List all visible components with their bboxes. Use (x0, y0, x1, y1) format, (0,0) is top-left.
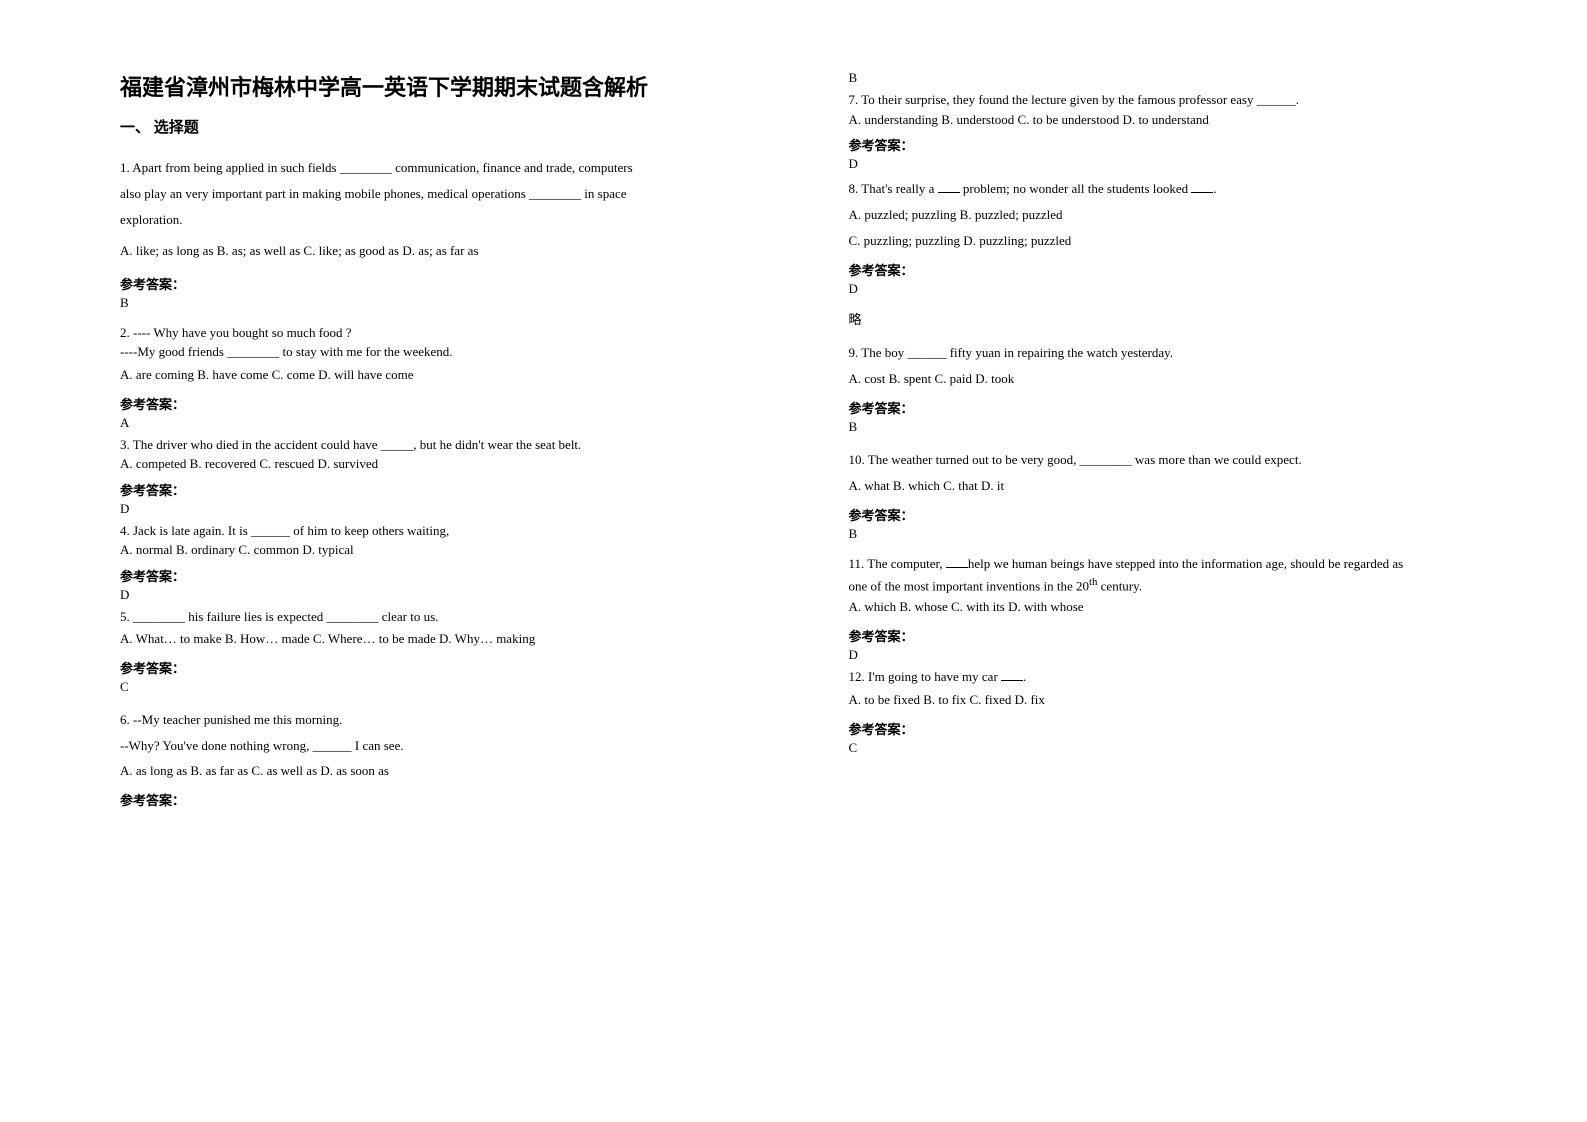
q8-text-c: . (1213, 181, 1216, 196)
q3-line1: 3. The driver who died in the accident c… (120, 435, 789, 455)
q5-answer: C (120, 679, 789, 695)
question-6: 6. --My teacher punished me this morning… (120, 707, 789, 784)
q10-line2: A. what B. which C. that D. it (849, 473, 1518, 499)
q11-text-a: 11. The computer, (849, 556, 946, 571)
q9-line1: 9. The boy ______ fifty yuan in repairin… (849, 340, 1518, 366)
q9-line2: A. cost B. spent C. paid D. took (849, 366, 1518, 392)
answer-label: 参考答案： (120, 480, 789, 499)
q6-answer: B (849, 70, 1518, 86)
answer-label: 参考答案： (849, 398, 1518, 417)
q2-line1: 2. ---- Why have you bought so much food… (120, 323, 789, 343)
q7-line2: A. understanding B. understood C. to be … (849, 110, 1518, 130)
q2-line3: A. are coming B. have come C. come D. wi… (120, 362, 789, 388)
q11-line1: 11. The computer, help we human beings h… (849, 554, 1518, 574)
question-10: 10. The weather turned out to be very go… (849, 447, 1518, 499)
q12-answer: C (849, 740, 1518, 756)
q12-line1: 12. I'm going to have my car . (849, 667, 1518, 687)
q12-text-a: 12. I'm going to have my car (849, 669, 1002, 684)
q12-text-b: . (1023, 669, 1026, 684)
q1-stem-line3: exploration. (120, 207, 789, 233)
q1-answer: B (120, 295, 789, 311)
answer-label: 参考答案： (849, 135, 1518, 154)
blank (1191, 192, 1213, 193)
question-7: 7. To their surprise, they found the lec… (849, 90, 1518, 129)
q8-line3: C. puzzling; puzzling D. puzzling; puzzl… (849, 228, 1518, 254)
q12-line2: A. to be fixed B. to fix C. fixed D. fix (849, 687, 1518, 713)
q5-line2: A. What… to make B. How… made C. Where… … (120, 626, 789, 652)
q8-line1: 8. That's really a problem; no wonder al… (849, 176, 1518, 202)
question-3: 3. The driver who died in the accident c… (120, 435, 789, 474)
left-column: 福建省漳州市梅林中学高一英语下学期期末试题含解析 一、 选择题 1. Apart… (100, 70, 829, 1082)
q6-options: A. as long as B. as far as C. as well as… (120, 759, 789, 784)
blank (938, 192, 960, 193)
q4-line2: A. normal B. ordinary C. common D. typic… (120, 540, 789, 560)
q8-text-b: problem; no wonder all the students look… (960, 181, 1192, 196)
right-column: B 7. To their surprise, they found the l… (829, 70, 1538, 1082)
blank (946, 567, 968, 568)
q11-answer: D (849, 647, 1518, 663)
q11-text-2a: one of the most important inventions in … (849, 578, 1089, 593)
q9-answer: B (849, 419, 1518, 435)
question-12: 12. I'm going to have my car . A. to be … (849, 667, 1518, 713)
q2-answer: A (120, 415, 789, 431)
q4-answer: D (120, 587, 789, 603)
question-9: 9. The boy ______ fifty yuan in repairin… (849, 340, 1518, 392)
blank (1001, 680, 1023, 681)
q8-answer: D (849, 281, 1518, 297)
question-5: 5. ________ his failure lies is expected… (120, 607, 789, 653)
q3-answer: D (120, 501, 789, 517)
answer-label: 参考答案： (120, 274, 789, 293)
note-short: 略 (849, 309, 1518, 328)
q6-line1: 6. --My teacher punished me this morning… (120, 707, 789, 733)
answer-label: 参考答案： (849, 719, 1518, 738)
q7-line1: 7. To their surprise, they found the lec… (849, 90, 1518, 110)
answer-label: 参考答案： (120, 790, 789, 809)
q11-line2: one of the most important inventions in … (849, 574, 1518, 596)
q1-options: A. like; as long as B. as; as well as C.… (120, 239, 789, 264)
q1-stem-line1: 1. Apart from being applied in such fiel… (120, 155, 789, 181)
answer-label: 参考答案： (849, 626, 1518, 645)
q8-text-a: 8. That's really a (849, 181, 938, 196)
answer-label: 参考答案： (849, 260, 1518, 279)
q8-line2: A. puzzled; puzzling B. puzzled; puzzled (849, 202, 1518, 228)
q2-line2: ----My good friends ________ to stay wit… (120, 342, 789, 362)
q6-line2: --Why? You've done nothing wrong, ______… (120, 733, 789, 759)
question-1: 1. Apart from being applied in such fiel… (120, 155, 789, 233)
q7-answer: D (849, 156, 1518, 172)
answer-label: 参考答案： (849, 505, 1518, 524)
answer-label: 参考答案： (120, 394, 789, 413)
question-11: 11. The computer, help we human beings h… (849, 554, 1518, 620)
question-8: 8. That's really a problem; no wonder al… (849, 176, 1518, 254)
q11-text-b: help we human beings have stepped into t… (968, 556, 1403, 571)
question-2: 2. ---- Why have you bought so much food… (120, 323, 789, 388)
q4-line1: 4. Jack is late again. It is ______ of h… (120, 521, 789, 541)
q10-line1: 10. The weather turned out to be very go… (849, 447, 1518, 473)
question-4: 4. Jack is late again. It is ______ of h… (120, 521, 789, 560)
q3-line2: A. competed B. recovered C. rescued D. s… (120, 454, 789, 474)
q10-answer: B (849, 526, 1518, 542)
q11-text-2b: century. (1097, 578, 1142, 593)
q1-stem-line2: also play an very important part in maki… (120, 181, 789, 207)
section-heading: 一、 选择题 (120, 116, 789, 137)
answer-label: 参考答案： (120, 566, 789, 585)
q11-line3: A. which B. whose C. with its D. with wh… (849, 595, 1518, 620)
q5-line1: 5. ________ his failure lies is expected… (120, 607, 789, 627)
answer-label: 参考答案： (120, 658, 789, 677)
page-title: 福建省漳州市梅林中学高一英语下学期期末试题含解析 (120, 70, 789, 102)
